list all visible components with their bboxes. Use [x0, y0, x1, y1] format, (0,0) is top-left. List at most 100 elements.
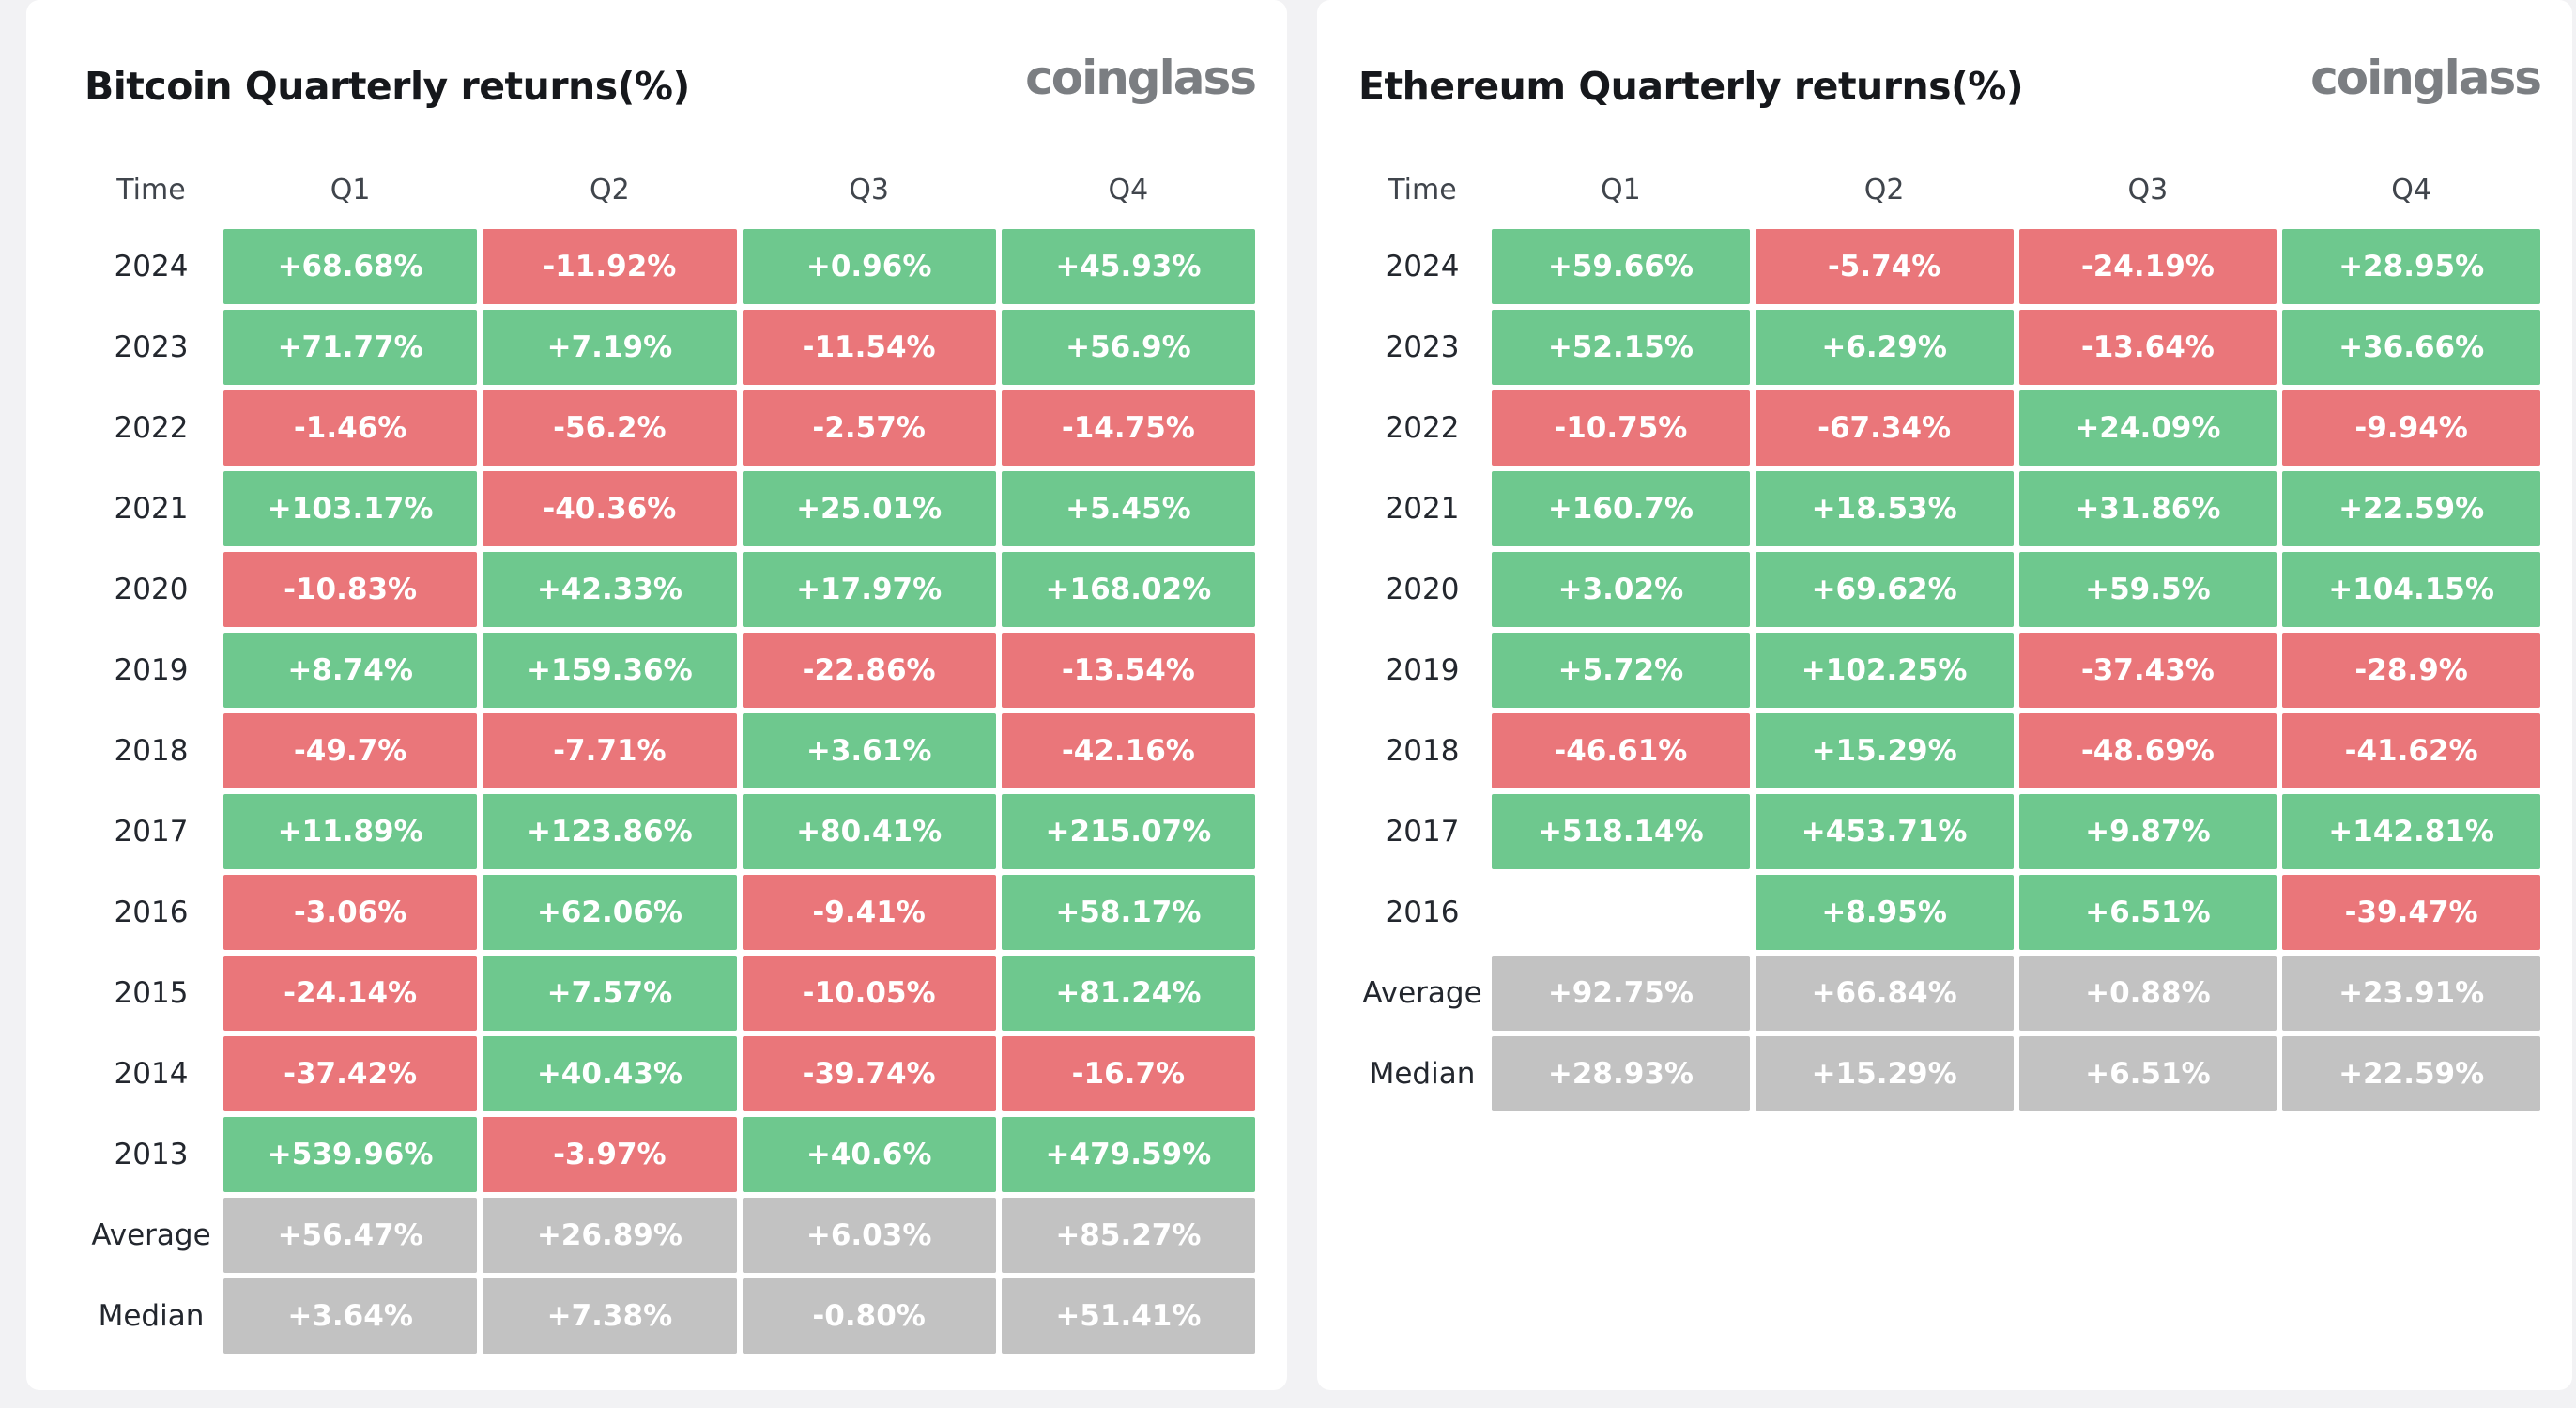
quarter-column-header: Q2: [1863, 173, 1905, 207]
return-cell: +3.61%: [742, 713, 996, 788]
return-cell: +5.45%: [1001, 471, 1255, 546]
return-cell: -42.16%: [1001, 713, 1255, 788]
return-cell: +81.24%: [1001, 956, 1255, 1031]
return-cell: +45.93%: [1001, 229, 1255, 304]
return-cell: -67.34%: [1755, 390, 2014, 466]
row-label: 2018: [114, 734, 189, 768]
return-cell: +5.72%: [1492, 633, 1750, 708]
ethereum-card-header: Ethereum Quarterly returns(%) coinglass: [1358, 51, 2542, 122]
return-cell: +15.29%: [1755, 713, 2014, 788]
return-cell: +3.02%: [1492, 552, 1750, 627]
row-label: 2022: [1385, 411, 1460, 445]
row-label: 2013: [114, 1138, 189, 1171]
return-cell: +58.17%: [1001, 875, 1255, 950]
return-cell: +51.41%: [1001, 1278, 1255, 1354]
row-label: 2020: [114, 573, 189, 606]
row-label: 2017: [114, 815, 189, 849]
return-cell: -22.86%: [742, 633, 996, 708]
row-label: 2023: [1385, 330, 1460, 364]
ethereum-table-body: 2024 +59.66% -5.74% -24.19% +28.95% 2023 +52.1…: [1358, 229, 2540, 1111]
return-cell: -16.7%: [1001, 1036, 1255, 1111]
return-cell: -14.75%: [1001, 390, 1255, 466]
return-cell: +7.19%: [483, 310, 737, 385]
return-cell: +215.07%: [1001, 794, 1255, 869]
coinglass-logo: coinglass: [2310, 51, 2542, 105]
row-label: 2021: [1385, 492, 1460, 526]
ethereum-column-header-row: Time Q1 Q2 Q3 Q4: [1358, 163, 2540, 216]
quarter-column-header: Q4: [2391, 173, 2431, 207]
return-cell: -11.54%: [742, 310, 996, 385]
row-label: 2024: [114, 250, 189, 283]
return-cell: +17.97%: [742, 552, 996, 627]
bitcoin-table-body: 2024 +68.68% -11.92% +0.96% +45.93% 2023 +71.7…: [84, 229, 1255, 1354]
return-cell: +36.66%: [2282, 310, 2540, 385]
row-label: Median: [1369, 1057, 1476, 1091]
return-cell: +103.17%: [223, 471, 478, 546]
return-cell: +104.15%: [2282, 552, 2540, 627]
return-cell: -41.62%: [2282, 713, 2540, 788]
return-cell: -13.64%: [2018, 310, 2277, 385]
return-cell: -1.46%: [223, 390, 478, 466]
return-cell: +40.43%: [483, 1036, 737, 1111]
row-label: 2020: [1385, 573, 1460, 606]
return-cell: -39.47%: [2282, 875, 2540, 950]
return-cell: -2.57%: [742, 390, 996, 466]
return-cell: +160.7%: [1492, 471, 1750, 546]
quarter-column-header: Q3: [849, 173, 889, 207]
quarter-column-header: Q4: [1108, 173, 1149, 207]
return-cell: -7.71%: [483, 713, 737, 788]
return-cell: -24.19%: [2018, 229, 2277, 304]
return-cell: +8.74%: [223, 633, 478, 708]
return-cell: +0.88%: [2018, 956, 2277, 1031]
return-cell: +18.53%: [1755, 471, 2014, 546]
return-cell: +28.93%: [1492, 1036, 1750, 1111]
return-cell: -37.42%: [223, 1036, 478, 1111]
row-label: Median: [98, 1299, 205, 1333]
return-cell: -46.61%: [1492, 713, 1750, 788]
return-cell: -39.74%: [742, 1036, 996, 1111]
return-cell: +28.95%: [2282, 229, 2540, 304]
return-cell: +24.09%: [2018, 390, 2277, 466]
return-cell: -3.97%: [483, 1117, 737, 1192]
bitcoin-returns-card: Bitcoin Quarterly returns(%) coinglass T…: [26, 0, 1287, 1390]
return-cell: +22.59%: [2282, 471, 2540, 546]
return-cell: +23.91%: [2282, 956, 2540, 1031]
return-cell: +80.41%: [742, 794, 996, 869]
time-column-header: Time: [116, 173, 186, 207]
row-label: 2019: [114, 653, 189, 687]
return-cell: +539.96%: [223, 1117, 478, 1192]
return-cell: -10.75%: [1492, 390, 1750, 466]
return-cell: -9.94%: [2282, 390, 2540, 466]
return-cell: -5.74%: [1755, 229, 2014, 304]
return-cell: +518.14%: [1492, 794, 1750, 869]
return-cell: +66.84%: [1755, 956, 2014, 1031]
coinglass-logo: coinglass: [1025, 51, 1257, 105]
return-cell: +142.81%: [2282, 794, 2540, 869]
return-cell: -10.83%: [223, 552, 478, 627]
row-label: Average: [1362, 976, 1482, 1010]
row-label: 2024: [1385, 250, 1460, 283]
quarter-column-header: Q2: [590, 173, 630, 207]
return-cell: +479.59%: [1001, 1117, 1255, 1192]
return-cell: -49.7%: [223, 713, 478, 788]
ethereum-returns-card: Ethereum Quarterly returns(%) coinglass …: [1317, 0, 2572, 1390]
quarter-column-header: Q1: [330, 173, 371, 207]
row-label: 2014: [114, 1057, 189, 1091]
return-cell: -56.2%: [483, 390, 737, 466]
row-label: 2018: [1385, 734, 1460, 768]
return-cell: +15.29%: [1755, 1036, 2014, 1111]
row-label: 2017: [1385, 815, 1460, 849]
return-cell: [1492, 875, 1750, 950]
return-cell: -40.36%: [483, 471, 737, 546]
return-cell: +26.89%: [483, 1198, 737, 1273]
return-cell: +71.77%: [223, 310, 478, 385]
row-label: 2015: [114, 976, 189, 1010]
return-cell: -37.43%: [2018, 633, 2277, 708]
return-cell: -13.54%: [1001, 633, 1255, 708]
bitcoin-card-title: Bitcoin Quarterly returns(%): [84, 64, 690, 109]
return-cell: -24.14%: [223, 956, 478, 1031]
return-cell: +56.47%: [223, 1198, 478, 1273]
time-column-header: Time: [1388, 173, 1457, 207]
return-cell: +3.64%: [223, 1278, 478, 1354]
